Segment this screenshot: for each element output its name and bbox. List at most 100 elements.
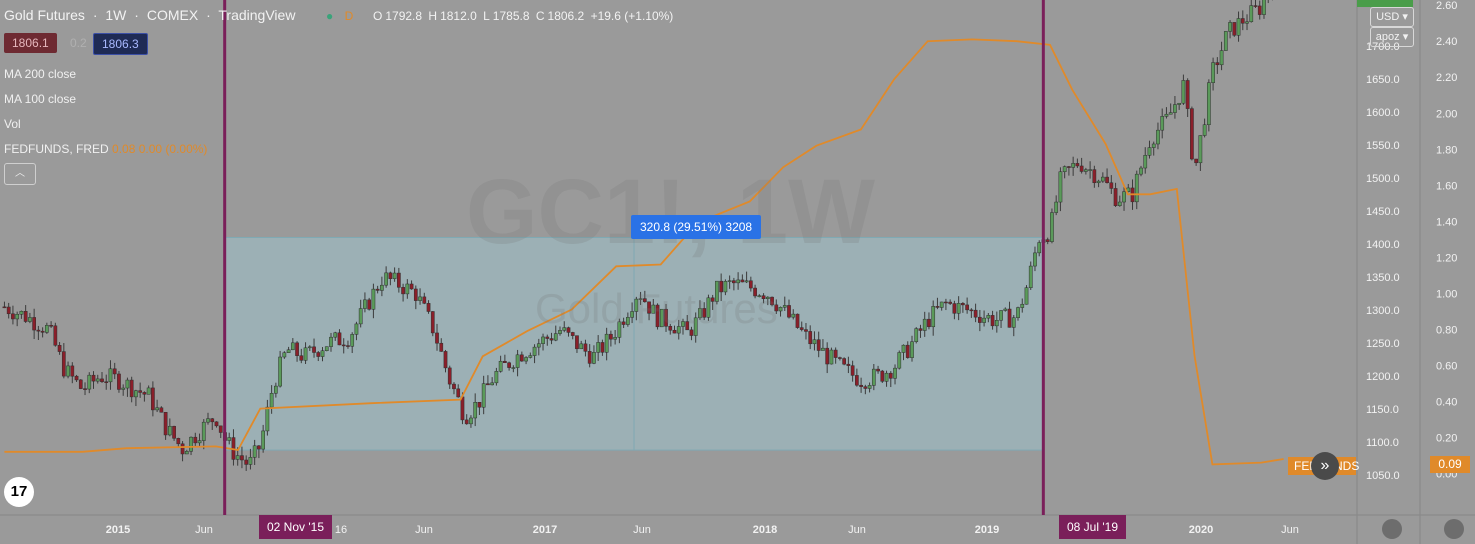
candle <box>337 332 342 346</box>
indicator-vol[interactable]: Vol <box>4 117 21 131</box>
candle <box>570 332 575 336</box>
candle <box>367 299 372 310</box>
candle <box>698 308 702 319</box>
candle <box>638 298 643 300</box>
price-axis-tick: 1200.0 <box>1366 371 1400 383</box>
candle <box>248 457 253 465</box>
candle <box>651 304 656 314</box>
candle <box>32 317 36 331</box>
candle <box>939 301 944 308</box>
indicator-ma200[interactable]: MA 200 close <box>4 67 77 81</box>
candle <box>1232 22 1237 36</box>
candle <box>163 412 168 436</box>
candle <box>346 345 350 347</box>
vline-date-tag-2[interactable]: 08 Jul '19 <box>1059 515 1126 539</box>
candle <box>1262 0 1266 15</box>
candle <box>167 425 172 436</box>
candle <box>477 402 482 408</box>
ohlc-readout: O 1792.8 H 1812.0 L 1785.8 C 1806.2 +19.6 (+… <box>373 9 676 23</box>
candle <box>1236 18 1241 36</box>
candle <box>761 295 766 300</box>
indicator-fedfunds[interactable]: FEDFUNDS, FRED 0.08 0.00 (0.00%) <box>4 142 207 156</box>
candle <box>1037 242 1042 254</box>
currency-value: USD <box>1376 11 1400 23</box>
candle <box>155 407 159 411</box>
candle <box>1075 163 1080 167</box>
candle <box>905 344 910 358</box>
candle <box>1011 317 1016 328</box>
candle <box>74 375 79 381</box>
settings-circle-icon[interactable] <box>1382 519 1402 539</box>
indicator-ma100[interactable]: MA 100 close <box>4 92 77 106</box>
candle <box>829 349 834 365</box>
measure-label[interactable]: 320.8 (29.51%) 3208 <box>631 215 762 239</box>
candle <box>672 329 677 334</box>
symbol-header[interactable]: Gold Futures · 1W · COMEX · TradingView <box>4 7 299 23</box>
status-dots: ● D <box>326 9 353 23</box>
high-label: H <box>428 9 438 23</box>
candle <box>816 339 821 351</box>
candle <box>1168 112 1173 115</box>
candle <box>456 388 461 398</box>
candle <box>218 425 223 433</box>
candle <box>1223 31 1228 51</box>
last-price-tag <box>1357 0 1413 7</box>
candle <box>257 445 261 450</box>
candle <box>100 378 104 382</box>
candle <box>888 372 893 379</box>
fedfunds-axis-tick: 2.60 <box>1436 0 1457 12</box>
candle <box>596 342 601 353</box>
candle <box>990 315 995 327</box>
symbol-name[interactable]: Gold Futures <box>4 7 85 23</box>
candle <box>1079 165 1084 172</box>
vline-date-tag-1[interactable]: 02 Nov '15 <box>259 515 332 539</box>
candle <box>422 296 427 304</box>
candle <box>977 316 982 323</box>
interval[interactable]: 1W <box>105 7 127 23</box>
time-axis-tick: 2018 <box>753 524 777 536</box>
candle <box>235 455 240 460</box>
currency-select[interactable]: USD ▾ <box>1370 7 1414 27</box>
chevron-up-icon[interactable]: ︿ <box>4 163 36 185</box>
candle <box>66 365 70 377</box>
candle <box>536 343 541 348</box>
candle <box>439 342 444 352</box>
candle <box>1181 80 1186 104</box>
candle <box>11 313 15 320</box>
tradingview-logo[interactable]: 17 <box>4 477 34 507</box>
candle <box>753 287 757 297</box>
price-axis-tick: 1500.0 <box>1366 173 1400 185</box>
candle <box>922 318 927 331</box>
candle <box>999 310 1003 321</box>
candle <box>617 321 622 338</box>
candle <box>435 332 439 344</box>
candle <box>609 333 613 340</box>
candle <box>274 385 278 394</box>
candle <box>961 303 965 306</box>
candle <box>600 342 605 353</box>
buy-price-button[interactable]: 1806.3 <box>93 33 148 55</box>
candle <box>473 402 478 419</box>
candle <box>664 308 668 327</box>
candle <box>180 443 185 455</box>
candle <box>1113 188 1118 206</box>
candle <box>1185 80 1190 109</box>
scale-mode-select[interactable]: apoz ▾ <box>1370 27 1414 47</box>
scroll-to-realtime-icon[interactable]: » <box>1311 452 1339 480</box>
candle <box>668 326 673 331</box>
candle <box>846 363 851 366</box>
candle <box>765 296 770 300</box>
candle <box>592 352 596 364</box>
sell-price-button[interactable]: 1806.1 <box>4 33 57 53</box>
price-axis-tick: 1400.0 <box>1366 239 1400 251</box>
fedfunds-axis-tick: 1.80 <box>1436 144 1457 156</box>
candle <box>134 390 138 398</box>
settings-circle-icon[interactable] <box>1444 519 1464 539</box>
candle <box>1071 163 1075 168</box>
candle <box>901 344 906 353</box>
candle <box>151 387 155 411</box>
candle <box>1202 124 1207 136</box>
candle <box>1067 166 1071 168</box>
candle <box>498 360 503 372</box>
